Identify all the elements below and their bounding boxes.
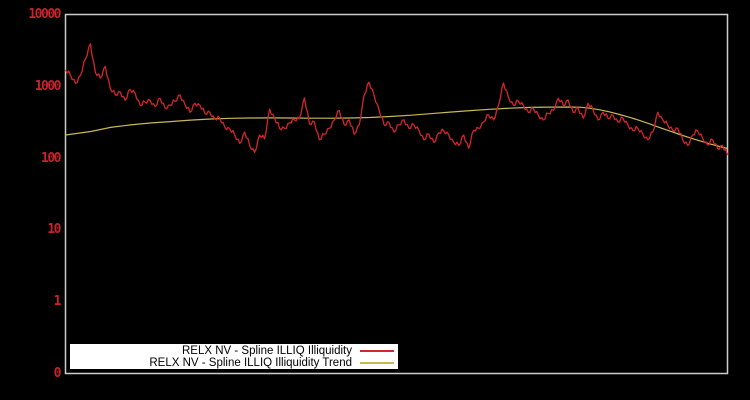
legend-item-illiq: RELX NV - Spline ILLIQ Illiquidity — [70, 345, 398, 357]
y-axis-tick-label: 1 — [53, 294, 62, 310]
plot-border — [64, 13, 729, 375]
legend-swatch-illiq — [360, 349, 394, 352]
legend-item-trend: RELX NV - Spline ILLIQ Illiquidity Trend — [70, 357, 398, 369]
y-axis-tick-label: 1000 — [34, 78, 62, 94]
legend-label-illiq: RELX NV - Spline ILLIQ Illiquidity — [181, 344, 352, 357]
y-axis-tick-label: 10000 — [28, 7, 61, 22]
legend: RELX NV - Spline ILLIQ Illiquidity RELX … — [70, 344, 398, 369]
legend-label-trend: RELX NV - Spline ILLIQ Illiquidity Trend — [149, 356, 352, 369]
y-axis-tick-label: 10 — [47, 222, 61, 238]
y-axis-tick-label: 0 — [53, 366, 62, 381]
illiq-trend-line — [65, 106, 728, 150]
y-axis-tick-label: 100 — [41, 150, 61, 166]
illiq-series-line — [64, 43, 729, 156]
legend-swatch-trend — [360, 361, 394, 364]
